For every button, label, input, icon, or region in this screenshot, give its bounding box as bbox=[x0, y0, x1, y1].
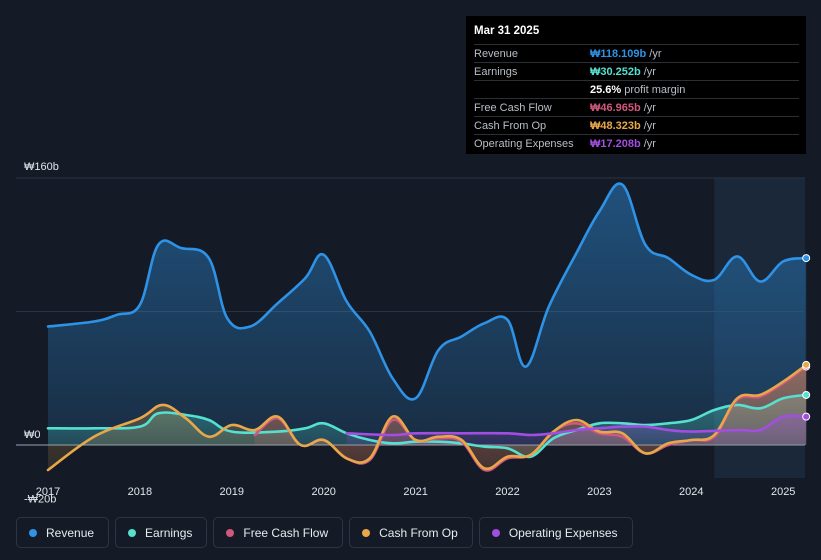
x-axis-label: 2023 bbox=[587, 486, 611, 498]
tooltip-value: 25.6% bbox=[590, 83, 622, 96]
legend-item-free-cash-flow[interactable]: Free Cash Flow bbox=[213, 517, 344, 548]
x-axis-label: 2017 bbox=[36, 486, 60, 498]
tooltip-label: Cash From Op bbox=[474, 119, 547, 132]
chart-legend: Revenue Earnings Free Cash Flow Cash Fro… bbox=[16, 517, 633, 548]
tooltip-unit: /yr bbox=[643, 119, 656, 132]
tooltip-row-opex: Operating Expenses ₩17.208b /yr bbox=[474, 134, 799, 152]
legend-dot-icon bbox=[491, 528, 500, 537]
tooltip-label: Earnings bbox=[474, 65, 518, 78]
legend-label: Cash From Op bbox=[379, 525, 458, 540]
series-line-revenue bbox=[46, 182, 808, 401]
tooltip-value: ₩46.965b bbox=[590, 101, 641, 114]
tooltip-panel: Mar 31 2025 Revenue ₩118.109b /yr Earnin… bbox=[466, 16, 806, 154]
tooltip-value: ₩118.109b bbox=[590, 47, 647, 60]
legend-label: Earnings bbox=[145, 525, 193, 540]
tooltip-label: Free Cash Flow bbox=[474, 101, 552, 114]
tooltip-value: ₩30.252b bbox=[590, 65, 641, 78]
legend-item-operating-expenses[interactable]: Operating Expenses bbox=[478, 517, 633, 548]
x-axis-label: 2019 bbox=[220, 486, 244, 498]
y-axis-label: ₩160b bbox=[24, 161, 59, 173]
tooltip-unit: /yr bbox=[643, 65, 656, 78]
x-axis-label: 2022 bbox=[495, 486, 519, 498]
legend-dot-icon bbox=[29, 528, 37, 537]
legend-label: Revenue bbox=[46, 525, 95, 540]
series-end-marker-earnings bbox=[802, 390, 811, 399]
tooltip-row-earnings: Earnings ₩30.252b /yr bbox=[474, 62, 799, 80]
tooltip-row-revenue: Revenue ₩118.109b /yr bbox=[474, 44, 799, 62]
y-axis-label: ₩0 bbox=[24, 429, 41, 441]
series-end-marker-cfo bbox=[802, 360, 811, 369]
tooltip-value: ₩17.208b bbox=[590, 137, 641, 150]
tooltip-value: ₩48.323b bbox=[590, 119, 641, 132]
tooltip-unit: /yr bbox=[649, 47, 662, 60]
y-axis-label: -₩20b bbox=[24, 493, 56, 505]
tooltip-row-profit-margin: 25.6% profit margin bbox=[474, 80, 799, 98]
legend-item-revenue[interactable]: Revenue bbox=[16, 517, 110, 548]
x-axis-label: 2021 bbox=[403, 486, 427, 498]
series-area-revenue bbox=[48, 183, 807, 445]
tooltip-label: Revenue bbox=[474, 47, 519, 60]
tooltip-unit: profit margin bbox=[624, 83, 686, 96]
legend-dot-icon bbox=[226, 528, 235, 537]
x-axis-label: 2025 bbox=[771, 486, 795, 498]
legend-item-cash-from-op[interactable]: Cash From Op bbox=[349, 517, 473, 548]
x-axis-label: 2024 bbox=[679, 486, 703, 498]
tooltip-unit: /yr bbox=[643, 137, 656, 150]
tooltip-row-fcf: Free Cash Flow ₩46.965b /yr bbox=[474, 98, 799, 116]
x-axis-label: 2018 bbox=[128, 486, 152, 498]
legend-dot-icon bbox=[128, 528, 137, 537]
tooltip-date: Mar 31 2025 bbox=[474, 25, 540, 37]
legend-label: Operating Expenses bbox=[508, 525, 618, 540]
series-end-marker-opex bbox=[802, 412, 811, 421]
tooltip-row-cfo: Cash From Op ₩48.323b /yr bbox=[474, 116, 799, 134]
legend-item-earnings[interactable]: Earnings bbox=[115, 517, 208, 548]
legend-dot-icon bbox=[362, 528, 371, 537]
series-end-marker-revenue bbox=[802, 254, 811, 263]
tooltip-label: Operating Expenses bbox=[474, 137, 574, 150]
series-line-cfo bbox=[46, 363, 808, 472]
x-axis-label: 2020 bbox=[311, 486, 335, 498]
legend-label: Free Cash Flow bbox=[243, 525, 329, 540]
series-line-opex bbox=[345, 414, 808, 437]
tooltip-unit: /yr bbox=[643, 101, 656, 114]
